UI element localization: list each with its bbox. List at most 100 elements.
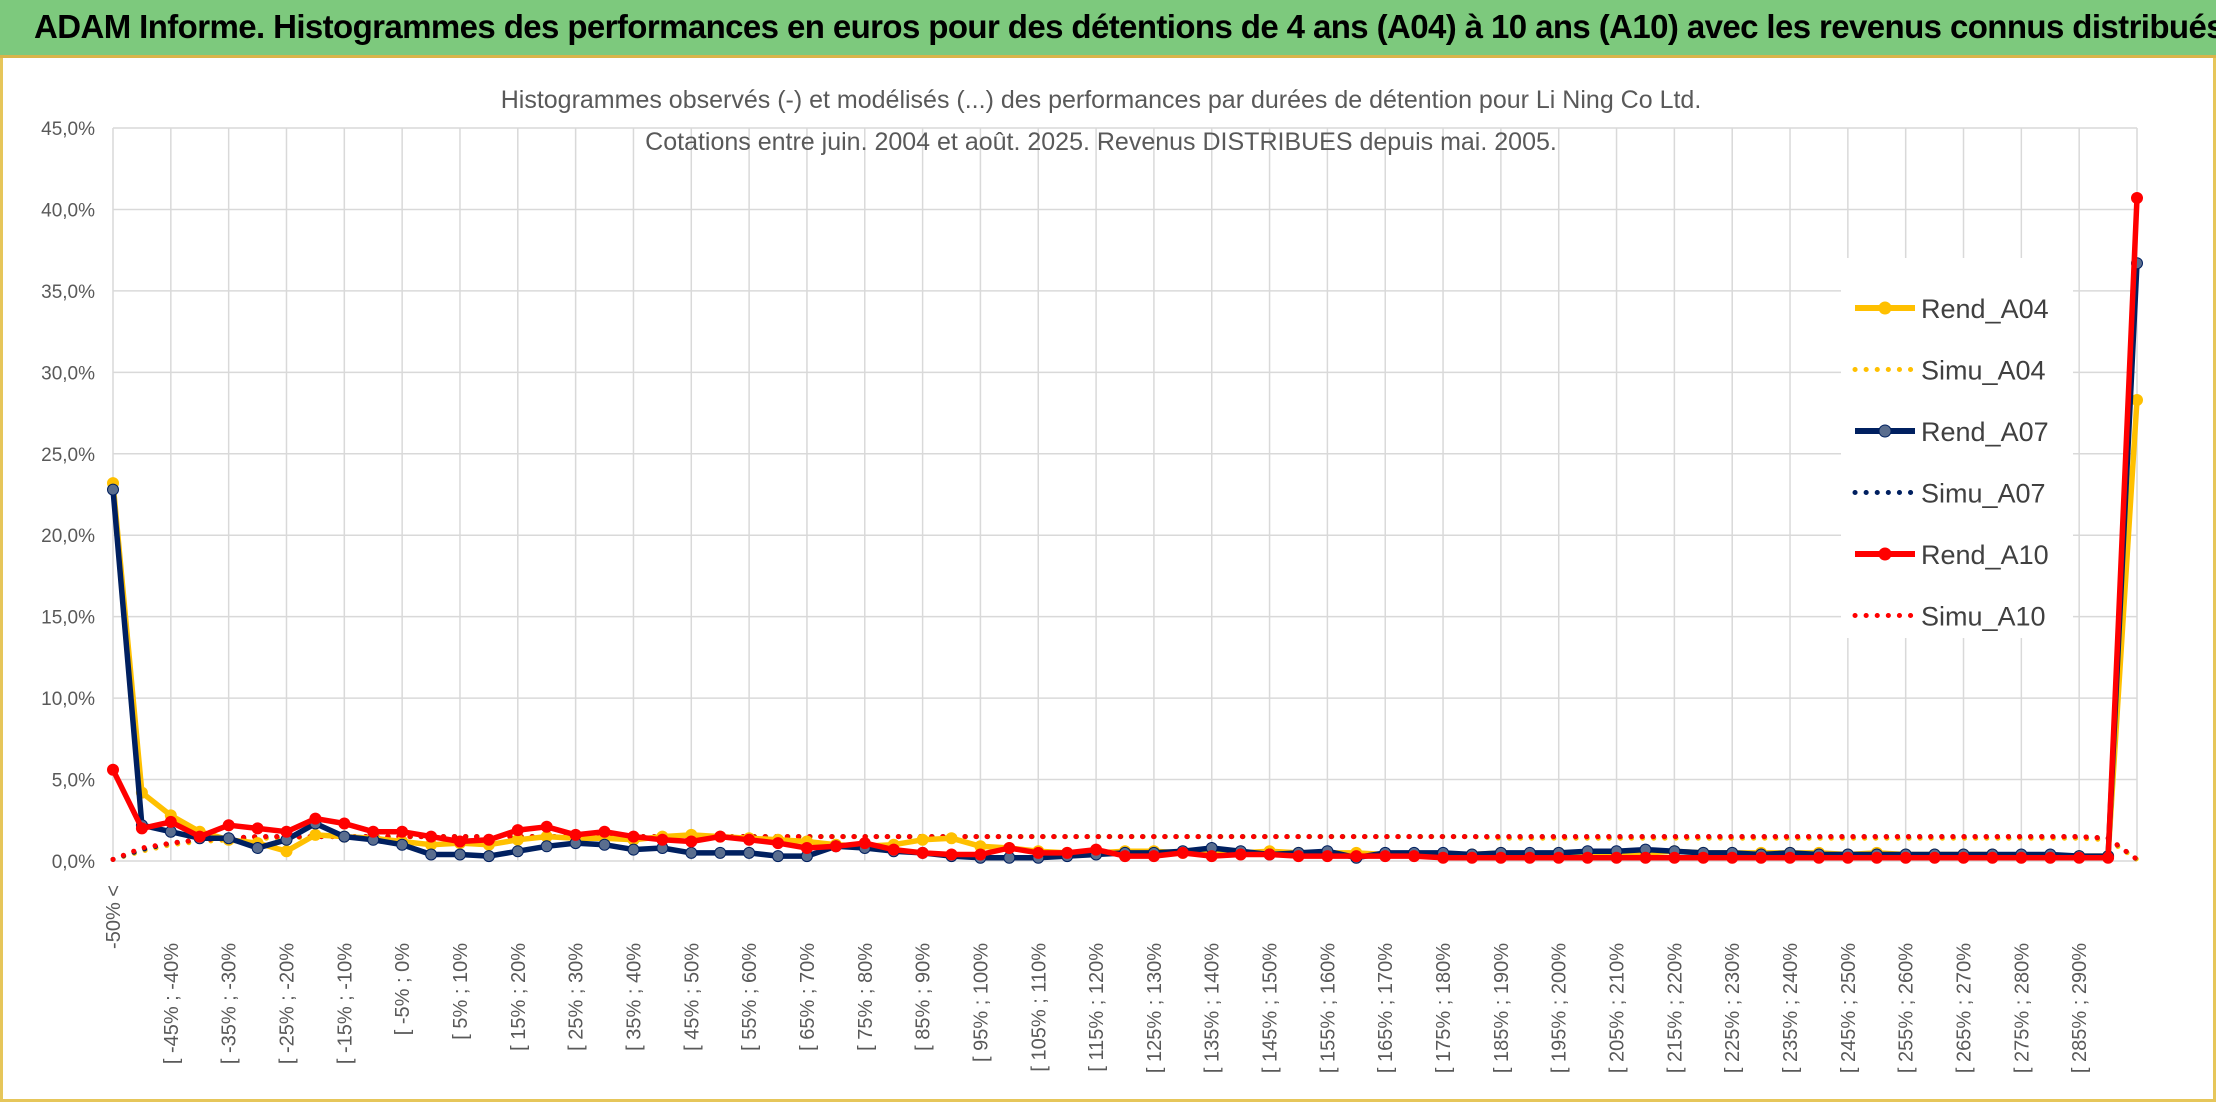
legend: Rend_A04 Simu_A04 Rend_A07 Simu_A07 Rend_A10… xyxy=(1841,258,2073,638)
data-point xyxy=(1899,851,1912,864)
legend-item: Rend_A10 xyxy=(1855,540,2049,570)
data-point xyxy=(338,817,351,830)
data-point xyxy=(1523,851,1536,864)
data-point xyxy=(627,830,640,843)
y-tick-label: 5,0% xyxy=(52,771,95,792)
data-point xyxy=(193,830,206,843)
data-point xyxy=(1263,848,1276,861)
series-line xyxy=(110,399,2140,859)
legend-item: Simu_A10 xyxy=(1852,602,2046,632)
data-point xyxy=(1755,851,1768,864)
data-point xyxy=(598,838,611,851)
x-tick-label: [ 35% ; 40% xyxy=(623,943,645,1051)
x-tick-label: [ 155% ; 160% xyxy=(1317,943,1339,1073)
data-point xyxy=(685,835,698,848)
data-point xyxy=(887,843,900,856)
y-tick-label: 30,0% xyxy=(41,363,95,384)
data-point xyxy=(1205,850,1218,863)
legend-item: Rend_A04 xyxy=(1855,294,2049,324)
data-point xyxy=(309,828,322,841)
data-point xyxy=(1292,850,1305,863)
legend-marker xyxy=(1878,547,1892,561)
x-tick-label: [ 5% ; 10% xyxy=(450,943,472,1040)
y-tick-label: 40,0% xyxy=(41,200,95,221)
series-line xyxy=(110,834,2140,862)
data-point xyxy=(685,846,698,859)
y-tick-label: 45,0% xyxy=(41,119,95,140)
x-tick-label: [ 125% ; 130% xyxy=(1144,943,1166,1073)
y-tick-label: 20,0% xyxy=(41,526,95,547)
data-point xyxy=(1032,846,1045,859)
data-point xyxy=(540,820,553,833)
x-tick-label: [ 235% ; 240% xyxy=(1780,943,1802,1073)
data-point xyxy=(222,832,235,845)
data-point xyxy=(1350,850,1363,863)
data-point xyxy=(627,843,640,856)
data-point xyxy=(974,848,987,861)
data-point xyxy=(598,825,611,838)
series-line xyxy=(110,834,2140,862)
data-point xyxy=(425,848,438,861)
data-point xyxy=(1726,851,1739,864)
data-point xyxy=(916,833,929,846)
data-point xyxy=(1061,846,1074,859)
chart-title-line-1: Histogrammes observés (-) et modélisés (… xyxy=(501,86,1702,114)
data-point xyxy=(2044,851,2057,864)
x-tick-label: [ 265% ; 270% xyxy=(1954,943,1976,1073)
data-point xyxy=(1408,850,1421,863)
data-point xyxy=(2131,192,2143,204)
data-point xyxy=(1437,851,1450,864)
data-point xyxy=(1581,851,1594,864)
x-tick-label: [ -25% ; -20% xyxy=(276,943,298,1064)
data-point xyxy=(772,850,784,863)
data-point xyxy=(1697,851,1710,864)
x-tick-label: [ 45% ; 50% xyxy=(681,943,703,1051)
gridlines xyxy=(112,127,2138,862)
data-point xyxy=(1957,851,1970,864)
data-point xyxy=(772,837,784,850)
data-point xyxy=(222,819,235,832)
data-point xyxy=(1784,851,1796,864)
data-point xyxy=(714,846,727,859)
legend-label: Simu_A10 xyxy=(1921,602,2046,632)
data-point xyxy=(829,840,842,853)
data-point xyxy=(800,842,813,854)
x-tick-label: [ 65% ; 70% xyxy=(797,943,819,1051)
data-point xyxy=(511,845,524,858)
series-line xyxy=(110,263,2140,861)
data-point xyxy=(454,835,466,848)
data-point xyxy=(251,842,264,854)
y-tick-label: 25,0% xyxy=(41,445,95,466)
y-tick-label: 35,0% xyxy=(41,282,95,303)
chart-title-line-2: Cotations entre juin. 2004 et août. 2025… xyxy=(645,128,1557,156)
x-tick-label: [ 55% ; 60% xyxy=(739,943,761,1051)
data-point xyxy=(656,833,669,846)
series-line xyxy=(110,197,2140,861)
legend-label: Rend_A10 xyxy=(1921,540,2049,570)
data-point xyxy=(1234,848,1247,861)
legend-label: Simu_A04 xyxy=(1921,356,2046,386)
data-point xyxy=(1639,851,1652,864)
legend-item: Rend_A07 xyxy=(1855,417,2049,447)
data-point xyxy=(454,848,466,861)
x-tick-label: [ 105% ; 110% xyxy=(1028,943,1050,1072)
histogram-line-chart: Histogrammes observés (-) et modélisés (… xyxy=(41,86,2143,1073)
data-point xyxy=(482,833,495,846)
data-point xyxy=(425,830,438,843)
legend-label: Rend_A07 xyxy=(1921,417,2049,447)
x-tick-label: [ 85% ; 90% xyxy=(913,943,935,1051)
data-point xyxy=(396,838,409,851)
legend-background xyxy=(1841,258,2073,638)
legend-label: Rend_A04 xyxy=(1921,294,2049,324)
data-point xyxy=(540,840,553,853)
data-point xyxy=(945,848,958,861)
data-point xyxy=(1668,851,1681,864)
x-tick-label: [ 15% ; 20% xyxy=(508,943,530,1051)
series-rend-a07 xyxy=(107,257,2143,864)
data-point xyxy=(367,825,380,838)
data-point xyxy=(743,833,756,846)
x-tick-label: [ -35% ; -30% xyxy=(219,943,241,1064)
x-tick-label: [ 195% ; 200% xyxy=(1549,943,1571,1073)
data-point xyxy=(1986,851,1999,864)
x-tick-label: [ 245% ; 250% xyxy=(1838,943,1860,1073)
